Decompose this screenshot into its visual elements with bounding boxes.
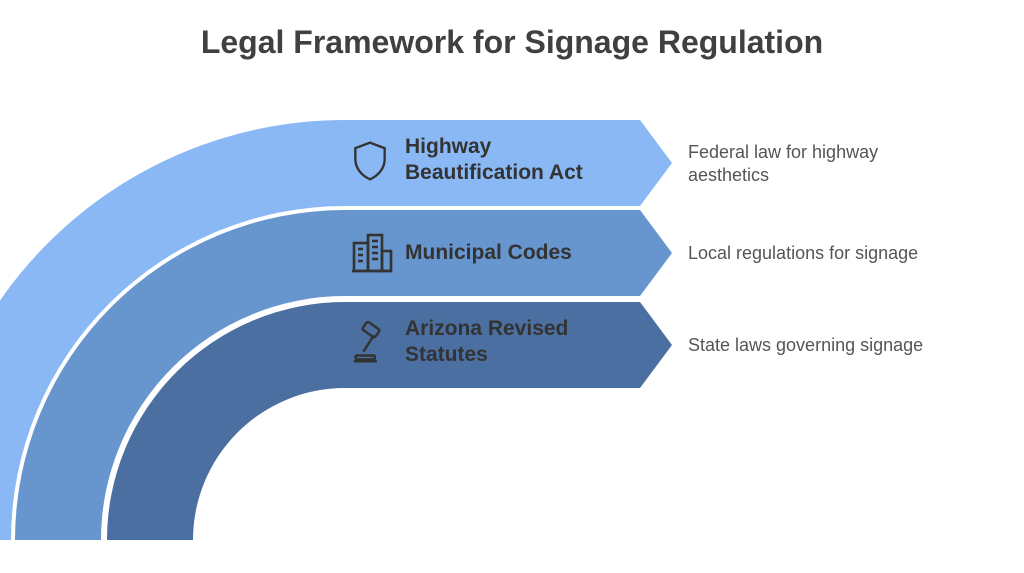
gavel-icon — [348, 321, 394, 372]
shield-icon — [348, 139, 392, 188]
arc-diagram — [0, 0, 1024, 573]
layer-description: State laws governing signage — [688, 334, 948, 357]
layer-label: Arizona Revised Statutes — [405, 316, 605, 369]
buildings-icon — [348, 229, 396, 282]
layer-label: Municipal Codes — [405, 240, 605, 266]
layer-label: Highway Beautification Act — [405, 134, 605, 187]
layer-description: Federal law for highway aesthetics — [688, 141, 948, 188]
layer-description: Local regulations for signage — [688, 242, 948, 265]
